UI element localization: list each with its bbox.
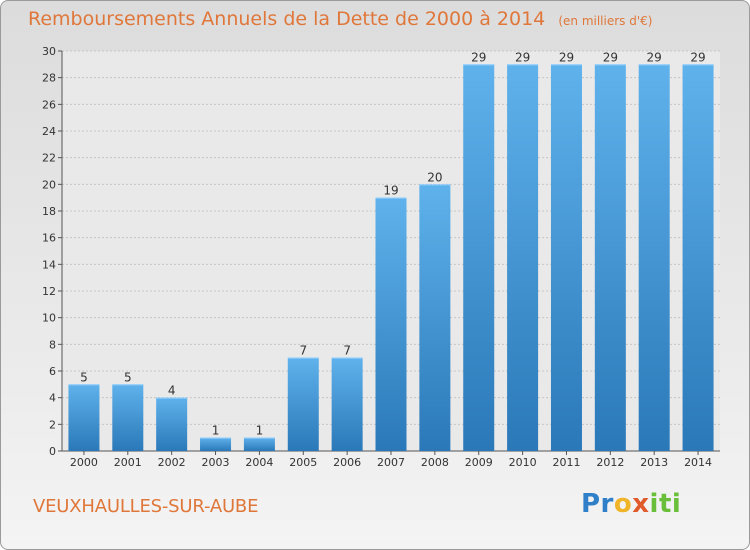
data-label: 7 [299, 344, 307, 358]
data-label: 1 [256, 424, 264, 438]
data-label: 4 [168, 384, 176, 398]
chart-title-row: Remboursements Annuels de la Dette de 20… [28, 8, 652, 30]
bar [463, 64, 495, 452]
data-label: 29 [647, 50, 662, 64]
x-tick-label: 2002 [158, 456, 186, 469]
bar [550, 64, 582, 452]
data-label: 20 [427, 170, 442, 184]
x-tick-label: 2011 [552, 456, 580, 469]
y-tick-label: 18 [42, 205, 56, 218]
data-label: 7 [343, 344, 351, 358]
bar [68, 384, 100, 451]
bar [375, 197, 407, 451]
y-tick-label: 6 [49, 365, 56, 378]
bar [156, 397, 188, 451]
y-tick-label: 8 [49, 338, 56, 351]
y-tick-label: 2 [49, 418, 56, 431]
x-tick-label: 2010 [509, 456, 537, 469]
data-label: 5 [80, 370, 88, 384]
x-tick-label: 2012 [596, 456, 624, 469]
y-tick-label: 24 [42, 125, 56, 138]
bar [112, 384, 144, 451]
bar [594, 64, 626, 452]
x-tick-label: 2000 [70, 456, 98, 469]
bar [682, 64, 714, 452]
y-tick-label: 12 [42, 285, 56, 298]
x-tick-label: 2006 [333, 456, 361, 469]
bar [243, 437, 275, 451]
y-tick-label: 0 [49, 445, 56, 458]
y-tick-label: 20 [42, 178, 56, 191]
bar [331, 357, 363, 451]
y-tick-label: 22 [42, 152, 56, 165]
data-label: 29 [471, 50, 486, 64]
bar [638, 64, 670, 452]
x-tick-label: 2014 [684, 456, 712, 469]
data-label: 29 [690, 50, 705, 64]
bar [419, 184, 451, 452]
data-label: 1 [212, 424, 220, 438]
data-label: 29 [515, 50, 530, 64]
data-label: 29 [603, 50, 618, 64]
x-tick-label: 2005 [289, 456, 317, 469]
data-label: 29 [559, 50, 574, 64]
y-tick-label: 28 [42, 72, 56, 85]
y-tick-label: 10 [42, 312, 56, 325]
bar [200, 437, 232, 451]
data-label: 5 [124, 370, 132, 384]
commune-name: VEUXHAULLES-SUR-AUBE [33, 496, 259, 517]
x-tick-label: 2001 [114, 456, 142, 469]
y-tick-label: 16 [42, 232, 56, 245]
x-tick-label: 2007 [377, 456, 405, 469]
data-label: 19 [383, 184, 398, 198]
y-tick-label: 26 [42, 98, 56, 111]
chart-title: Remboursements Annuels de la Dette de 20… [28, 8, 546, 30]
x-tick-label: 2003 [202, 456, 230, 469]
x-tick-label: 2004 [245, 456, 273, 469]
x-tick-label: 2008 [421, 456, 449, 469]
x-tick-label: 2009 [465, 456, 493, 469]
y-tick-label: 30 [42, 45, 56, 58]
bar [287, 357, 319, 451]
y-tick-label: 14 [42, 258, 56, 271]
y-tick-label: 4 [49, 392, 56, 405]
x-tick-label: 2013 [640, 456, 668, 469]
chart-unit: (en milliers d'€) [558, 14, 653, 28]
proxiti-logo[interactable]: Proxiti [581, 489, 682, 519]
bar [507, 64, 539, 452]
